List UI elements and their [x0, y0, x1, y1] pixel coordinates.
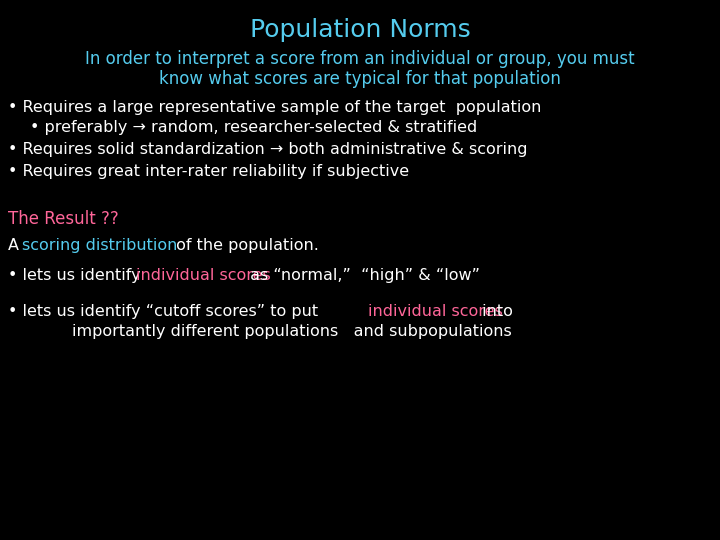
Text: as “normal,”  “high” & “low”: as “normal,” “high” & “low” — [245, 268, 480, 283]
Text: • lets us identify: • lets us identify — [8, 268, 145, 283]
Text: • lets us identify “cutoff scores” to put: • lets us identify “cutoff scores” to pu… — [8, 304, 323, 319]
Text: Population Norms: Population Norms — [250, 18, 470, 42]
Text: into: into — [477, 304, 513, 319]
Text: • Requires great inter-rater reliability if subjective: • Requires great inter-rater reliability… — [8, 164, 409, 179]
Text: In order to interpret a score from an individual or group, you must: In order to interpret a score from an in… — [85, 50, 635, 68]
Text: • Requires solid standardization → both administrative & scoring: • Requires solid standardization → both … — [8, 142, 528, 157]
Text: importantly different populations   and subpopulations: importantly different populations and su… — [72, 324, 512, 339]
Text: • Requires a large representative sample of the target  population: • Requires a large representative sample… — [8, 100, 541, 115]
Text: individual scores: individual scores — [136, 268, 271, 283]
Text: The Result ??: The Result ?? — [8, 210, 119, 228]
Text: of the population.: of the population. — [171, 238, 319, 253]
Text: • preferably → random, researcher-selected & stratified: • preferably → random, researcher-select… — [30, 120, 477, 135]
Text: individual scores: individual scores — [368, 304, 503, 319]
Text: scoring distribution: scoring distribution — [22, 238, 177, 253]
Text: A: A — [8, 238, 24, 253]
Text: know what scores are typical for that population: know what scores are typical for that po… — [159, 70, 561, 88]
